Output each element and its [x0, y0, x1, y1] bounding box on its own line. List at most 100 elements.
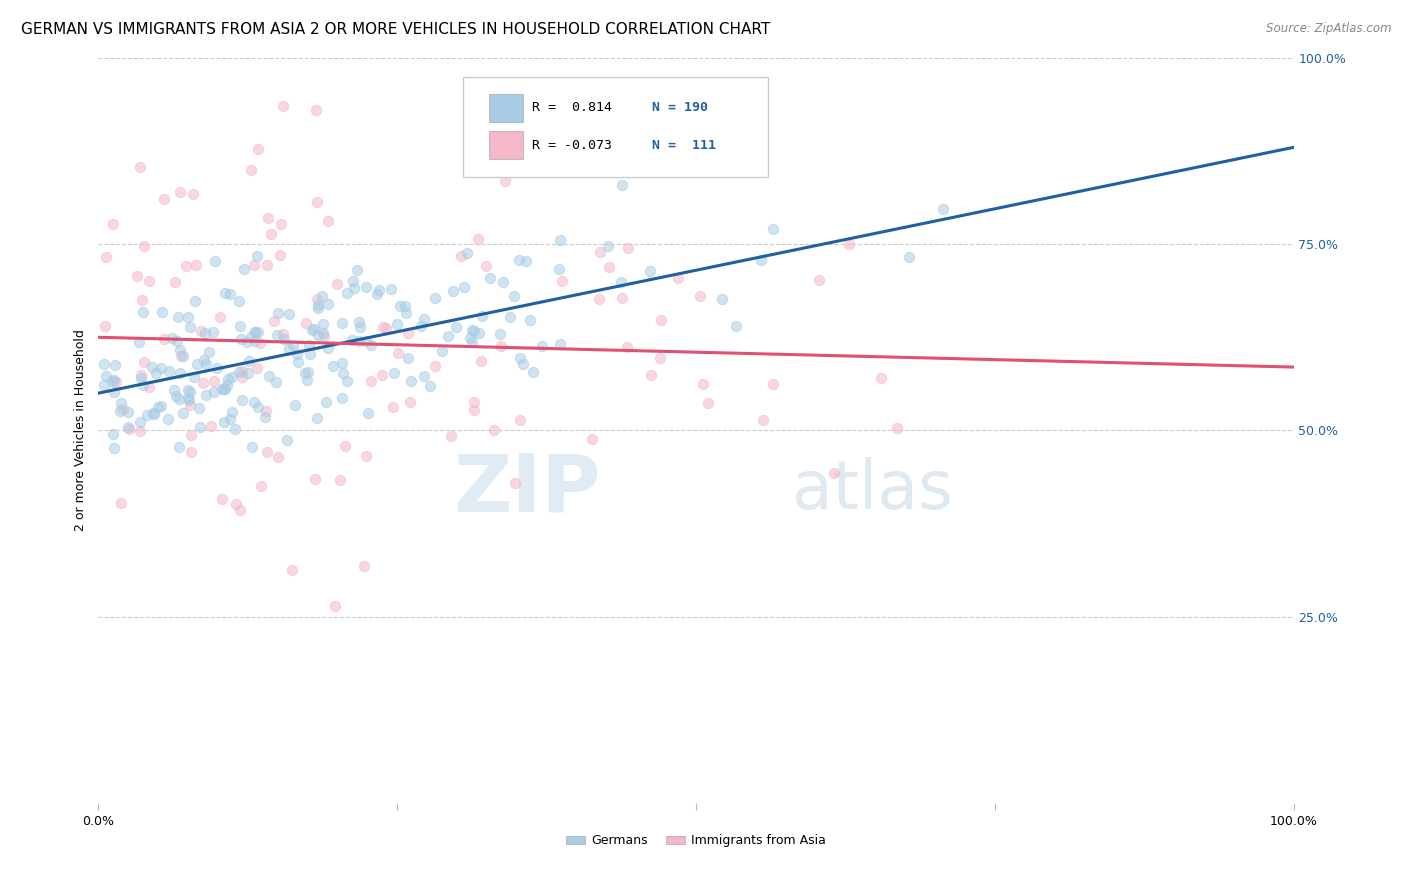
Immigrants from Asia — [269, 248, 291, 262]
Germans — [149, 361, 172, 376]
Germans — [380, 282, 402, 296]
Germans — [349, 319, 371, 334]
Immigrants from Asia — [304, 103, 326, 117]
Germans — [315, 394, 337, 409]
Germans — [148, 400, 170, 414]
Germans — [509, 351, 531, 365]
Text: GERMAN VS IMMIGRANTS FROM ASIA 2 OR MORE VEHICLES IN HOUSEHOLD CORRELATION CHART: GERMAN VS IMMIGRANTS FROM ASIA 2 OR MORE… — [21, 22, 770, 37]
Germans — [103, 441, 125, 455]
Germans — [399, 374, 422, 388]
Immigrants from Asia — [229, 502, 252, 516]
Germans — [349, 334, 371, 348]
Immigrants from Asia — [240, 163, 263, 178]
Immigrants from Asia — [551, 274, 574, 288]
Immigrants from Asia — [474, 259, 496, 273]
Immigrants from Asia — [128, 160, 150, 174]
Immigrants from Asia — [689, 288, 711, 302]
Germans — [471, 309, 494, 323]
Legend: Germans, Immigrants from Asia: Germans, Immigrants from Asia — [561, 830, 831, 853]
Germans — [218, 411, 240, 425]
Germans — [94, 369, 117, 384]
Germans — [382, 367, 405, 381]
Immigrants from Asia — [128, 424, 150, 438]
Immigrants from Asia — [640, 368, 662, 383]
Germans — [215, 378, 238, 392]
Germans — [267, 306, 290, 320]
Immigrants from Asia — [231, 364, 253, 378]
Germans — [264, 376, 287, 390]
Germans — [388, 299, 411, 313]
Germans — [247, 400, 270, 414]
Immigrants from Asia — [105, 375, 128, 389]
Immigrants from Asia — [152, 332, 174, 346]
Immigrants from Asia — [463, 402, 485, 417]
Immigrants from Asia — [762, 377, 785, 392]
Germans — [342, 333, 364, 347]
Immigrants from Asia — [118, 422, 141, 436]
Immigrants from Asia — [138, 380, 160, 394]
Germans — [150, 305, 173, 319]
Immigrants from Asia — [246, 142, 269, 156]
Germans — [108, 404, 131, 418]
Germans — [354, 280, 377, 294]
Immigrants from Asia — [260, 227, 283, 241]
Immigrants from Asia — [463, 395, 485, 409]
Text: atlas: atlas — [792, 457, 952, 523]
Immigrants from Asia — [132, 239, 155, 253]
Immigrants from Asia — [494, 174, 516, 188]
Immigrants from Asia — [588, 292, 610, 306]
Germans — [932, 202, 955, 216]
Immigrants from Asia — [374, 321, 396, 335]
Germans — [117, 420, 139, 434]
Immigrants from Asia — [131, 293, 153, 307]
Germans — [330, 316, 353, 330]
Germans — [277, 307, 299, 321]
Germans — [245, 325, 267, 339]
Immigrants from Asia — [170, 349, 193, 363]
Germans — [312, 326, 335, 340]
Germans — [640, 264, 662, 278]
FancyBboxPatch shape — [489, 94, 523, 122]
Immigrants from Asia — [271, 326, 294, 341]
Immigrants from Asia — [281, 563, 304, 577]
Germans — [394, 299, 416, 313]
Germans — [761, 222, 783, 236]
Germans — [240, 440, 263, 454]
Immigrants from Asia — [267, 450, 290, 465]
Immigrants from Asia — [165, 275, 187, 289]
Immigrants from Asia — [305, 292, 328, 306]
Germans — [195, 387, 218, 401]
Germans — [169, 343, 191, 358]
Germans — [177, 310, 200, 324]
Germans — [231, 331, 253, 345]
Immigrants from Asia — [423, 359, 446, 373]
Germans — [236, 335, 259, 350]
Germans — [202, 385, 225, 400]
Germans — [413, 312, 436, 326]
Germans — [117, 405, 139, 419]
Germans — [304, 322, 326, 336]
Germans — [550, 336, 572, 351]
Immigrants from Asia — [329, 473, 352, 487]
Germans — [228, 365, 250, 379]
Immigrants from Asia — [138, 274, 160, 288]
Immigrants from Asia — [193, 376, 215, 390]
Germans — [307, 298, 329, 312]
Germans — [336, 374, 359, 388]
Germans — [610, 275, 633, 289]
Germans — [188, 420, 211, 434]
Germans — [93, 377, 115, 392]
Germans — [395, 306, 418, 320]
Immigrants from Asia — [838, 237, 860, 252]
Germans — [93, 357, 115, 371]
Immigrants from Asia — [256, 444, 278, 458]
Germans — [287, 355, 309, 369]
Germans — [179, 384, 201, 399]
Germans — [128, 416, 150, 430]
Germans — [460, 334, 482, 349]
Immigrants from Asia — [581, 432, 603, 446]
Germans — [187, 401, 209, 415]
Immigrants from Asia — [807, 273, 830, 287]
Germans — [332, 366, 354, 380]
Immigrants from Asia — [111, 402, 134, 417]
